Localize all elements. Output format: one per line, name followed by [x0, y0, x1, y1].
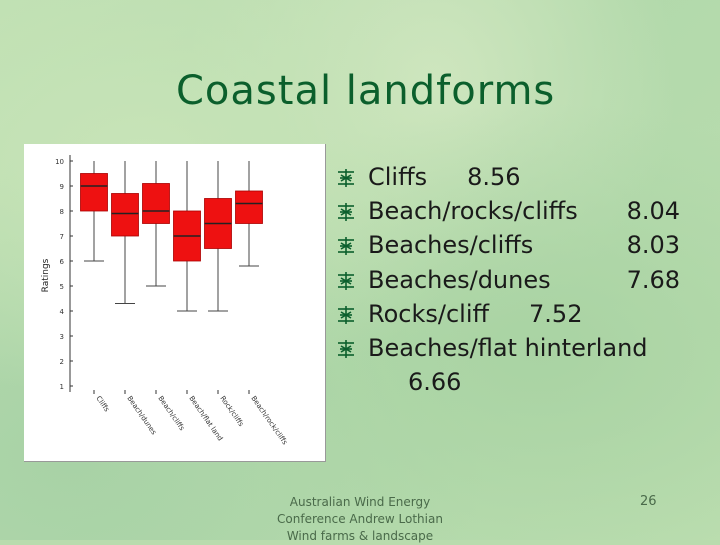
- y-tick-label: 6: [60, 258, 65, 266]
- x-category-label: Beach/rock/cliffs: [249, 395, 289, 447]
- bullet-icon: [338, 271, 354, 290]
- box-iqr: [142, 183, 170, 224]
- box-iqr: [111, 193, 139, 237]
- list-item-label: Rocks/cliff: [368, 299, 490, 328]
- list-item: Beaches/dunes 7.68: [336, 263, 716, 297]
- x-category-label: Rock/cliffs: [218, 395, 245, 429]
- list-item: Cliffs 8.56: [336, 160, 716, 194]
- list-item-label: Beaches/dunes: [368, 265, 551, 294]
- list-item: Beach/rocks/cliffs 8.04: [336, 194, 716, 228]
- x-category-label: Beach/dunes: [125, 395, 158, 437]
- bullet-icon: [338, 305, 354, 324]
- list-item-label: Cliffs: [368, 163, 428, 191]
- slide-title: Coastal landforms: [176, 68, 556, 114]
- y-tick-label: 2: [60, 358, 64, 366]
- boxplot-chart: 1 2 3 4 5 6 7 8 9 10 Ratings Cliffs Beach/dunes Beach…: [24, 144, 326, 462]
- list-item-value: 8.04: [626, 197, 680, 226]
- list-item-label: Beach/rocks/cliffs: [368, 197, 578, 226]
- y-tick-label: 3: [60, 333, 64, 341]
- x-category-label: Beach/flat land: [187, 395, 224, 443]
- list-item: Rocks/cliff 7.52: [336, 297, 716, 331]
- list-item-value: 6.66: [408, 368, 462, 397]
- list-item-label: Beaches/flat hinterland: [368, 334, 648, 363]
- y-tick-label: 7: [60, 233, 64, 241]
- y-tick-label: 1: [60, 383, 64, 391]
- footer-line: Wind farms & landscape: [286, 529, 434, 543]
- list-item: Beaches/flat hinterland 6.66: [336, 331, 716, 399]
- list-item-value: 7.68: [626, 265, 680, 294]
- bullet-icon: [338, 237, 354, 256]
- bullet-icon: [338, 169, 354, 187]
- x-category-label: Beach/cliffs: [156, 395, 186, 433]
- x-category-label: Cliffs: [94, 395, 111, 414]
- y-tick-label: 8: [60, 208, 64, 216]
- box-iqr: [80, 173, 108, 212]
- footer-line: Conference Andrew Lothian: [277, 512, 443, 526]
- bullet-icon: [338, 340, 354, 359]
- list-item-value: 7.52: [529, 299, 583, 328]
- list-item: Beaches/cliffs 8.03: [336, 228, 716, 262]
- ratings-list: Cliffs 8.56 Beach/rocks/cliffs 8.04 Beac…: [336, 160, 716, 399]
- list-item-value: 8.03: [626, 231, 680, 260]
- box-iqr: [235, 190, 263, 224]
- page-number: 26: [640, 494, 657, 509]
- y-tick-label: 10: [55, 158, 64, 166]
- y-tick-label: 5: [60, 283, 64, 291]
- y-tick-label: 9: [60, 183, 64, 191]
- y-axis-label: Ratings: [41, 258, 51, 292]
- list-item-label: Beaches/cliffs: [368, 231, 534, 260]
- footer-line: Australian Wind Energy: [289, 495, 431, 509]
- list-item-value: 8.56: [467, 163, 521, 191]
- slide-footer: Australian Wind Energy Conference Andrew…: [258, 494, 462, 545]
- y-tick-label: 4: [60, 308, 65, 316]
- bullet-icon: [338, 203, 354, 222]
